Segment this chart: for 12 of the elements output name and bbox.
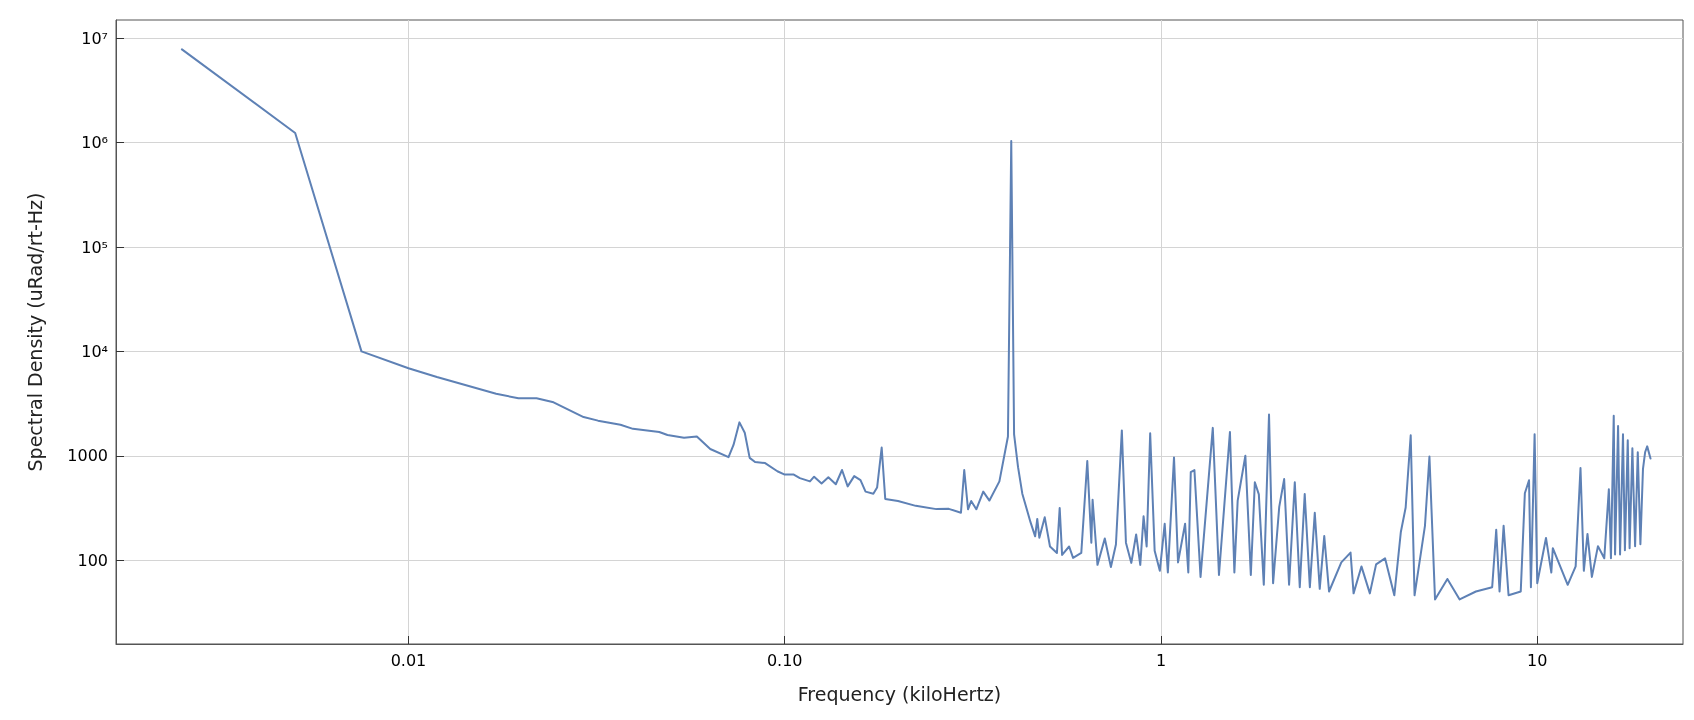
x-tick-label: 0.01: [390, 650, 427, 670]
y-axis-title: Spectral Density (uRad/rt-Hz): [23, 192, 46, 472]
x-tick-label: 0.10: [766, 650, 803, 670]
x-axis-title: Frequency (kiloHertz): [797, 682, 1002, 705]
y-tick-label: 1000: [67, 446, 108, 466]
x-tick-label: 1: [1155, 650, 1167, 670]
y-tick-label: 100: [77, 550, 108, 570]
y-tick-label: 10⁵: [81, 237, 108, 257]
x-tick-label: 10: [1527, 650, 1548, 670]
y-tick-label: 10⁶: [81, 133, 108, 153]
y-tick-label: 10⁷: [81, 28, 108, 48]
y-tick-label: 10⁴: [81, 341, 108, 361]
